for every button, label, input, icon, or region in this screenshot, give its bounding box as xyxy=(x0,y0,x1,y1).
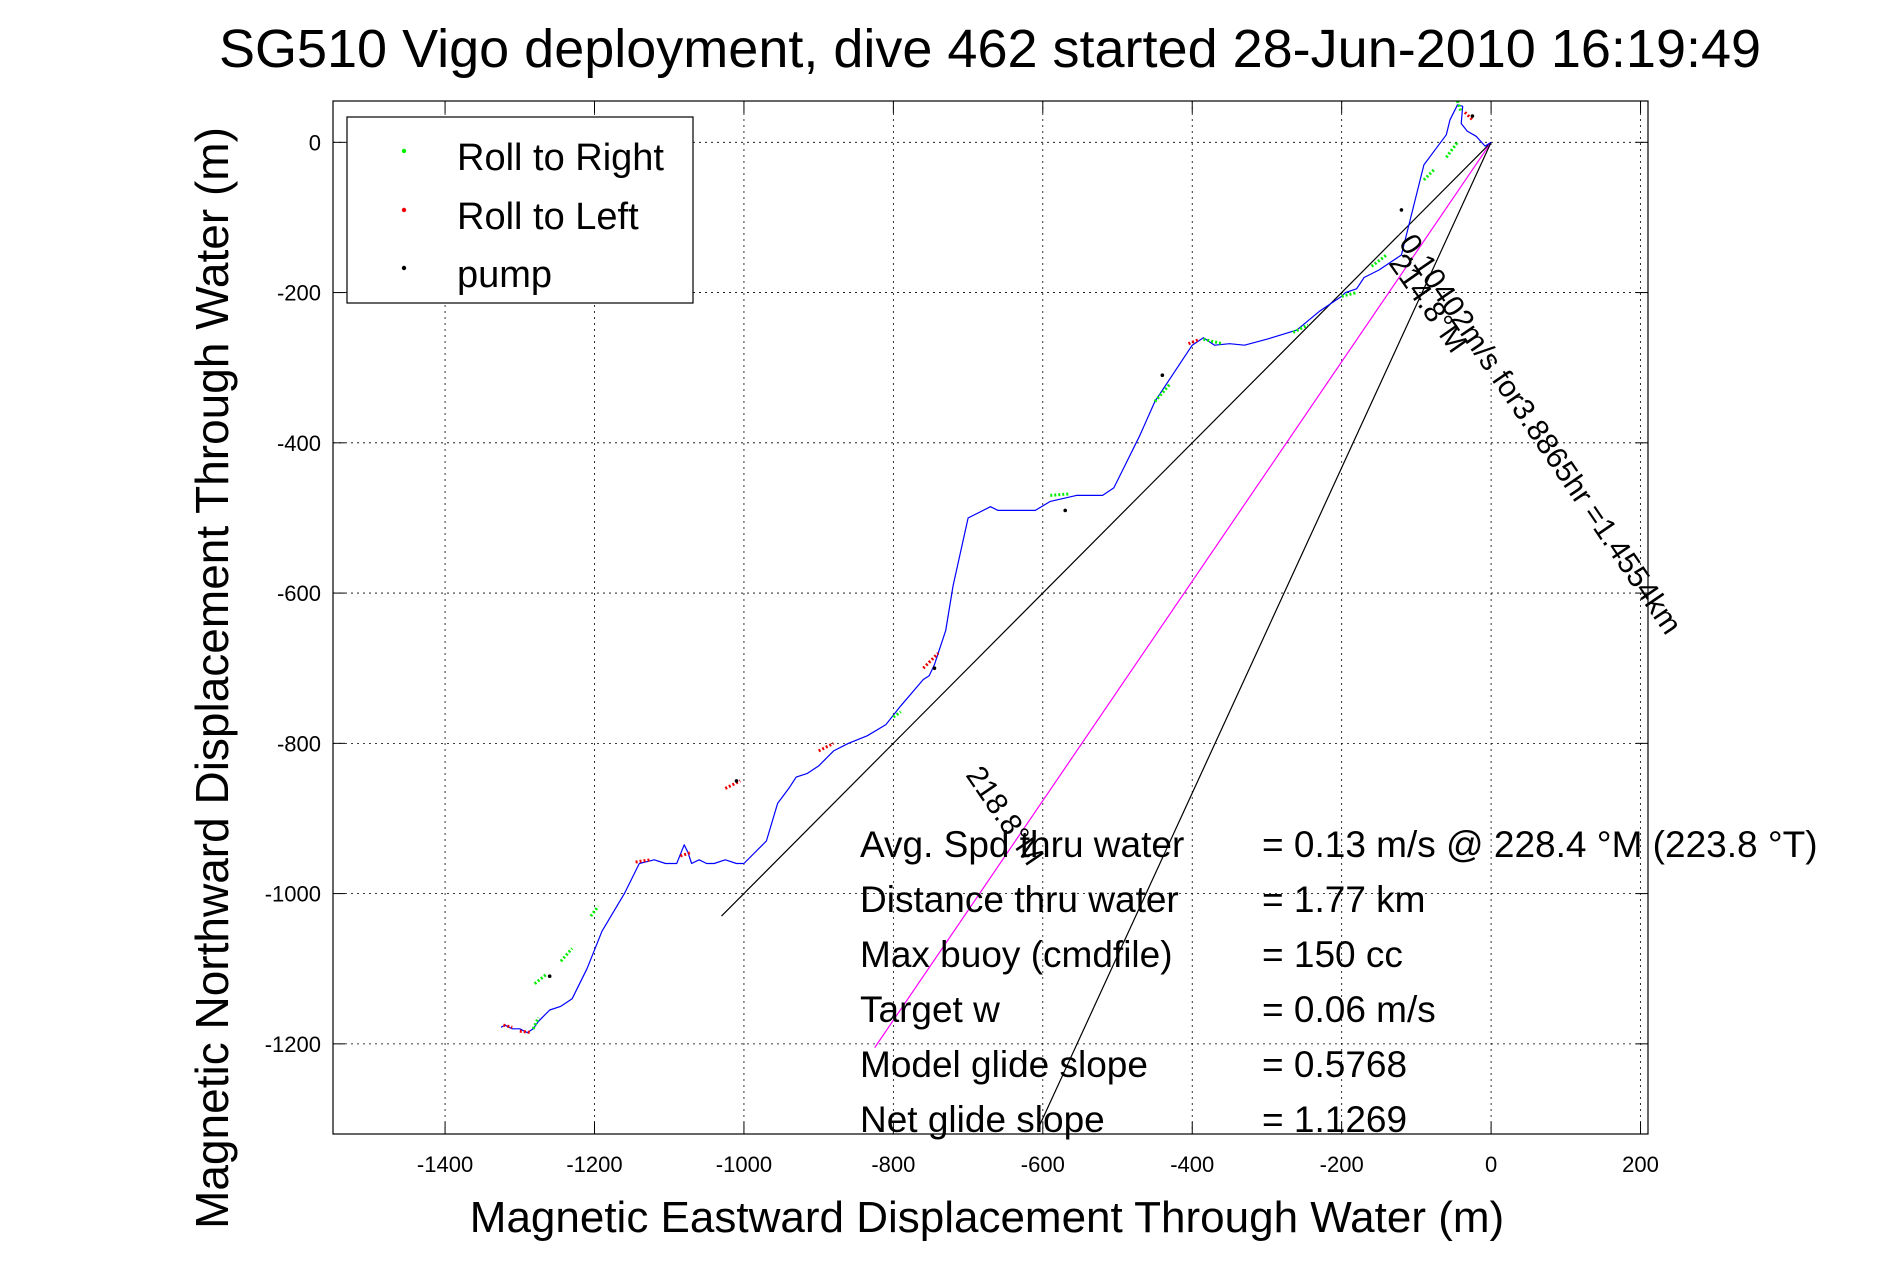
reference-lines xyxy=(721,141,1492,1127)
pump-point xyxy=(734,779,739,783)
y-tick-label: -400 xyxy=(277,431,321,456)
pump-point xyxy=(547,974,552,979)
y-tick-label: 0 xyxy=(309,130,321,155)
reference-line xyxy=(1038,142,1492,1127)
x-tick-label: -1400 xyxy=(417,1152,473,1177)
pump-point xyxy=(932,666,937,671)
legend-label-pump: pump xyxy=(457,254,552,296)
pump-point xyxy=(1470,114,1475,118)
chart-title: SG510 Vigo deployment, dive 462 started … xyxy=(219,19,1761,79)
roll-right-segment xyxy=(559,947,574,963)
x-tick-label: -600 xyxy=(1021,1152,1065,1177)
x-tick-label: -800 xyxy=(871,1152,915,1177)
roll-right-segment xyxy=(1456,101,1463,113)
y-tick-label: -800 xyxy=(277,731,321,756)
roll-left-segment xyxy=(503,1023,513,1029)
summary-label: Avg. Spd thru water xyxy=(860,824,1184,865)
summary-value: = 1.77 km xyxy=(1262,879,1426,920)
y-tick-label: -1200 xyxy=(265,1032,321,1057)
roll-left-segment xyxy=(679,850,693,858)
summary-value: = 0.06 m/s xyxy=(1262,989,1436,1030)
roll-right-segment xyxy=(1445,141,1459,159)
legend-label-roll-left: Roll to Left xyxy=(457,196,639,238)
x-tick-label: -400 xyxy=(1170,1152,1214,1177)
roll-right-segment xyxy=(1292,323,1309,334)
summary-label: Net glide slope xyxy=(860,1099,1105,1140)
roll-right-segment xyxy=(1422,167,1437,181)
roll-left-segment xyxy=(519,1029,532,1035)
summary-block: Avg. Spd thru water = 0.13 m/s @ 228.4 °… xyxy=(860,824,1818,1140)
x-axis-label: Magnetic Eastward Displacement Through W… xyxy=(470,1193,1504,1242)
roll-right-segment xyxy=(1050,492,1070,497)
summary-value: = 0.5768 xyxy=(1262,1044,1407,1085)
reference-line xyxy=(721,141,1492,917)
y-tick-label: -600 xyxy=(277,581,321,606)
x-tick-label: -200 xyxy=(1320,1152,1364,1177)
track-line xyxy=(500,104,1492,1034)
summary-label: Distance thru water xyxy=(860,879,1179,920)
roll-left-segment xyxy=(922,652,940,670)
summary-label: Target w xyxy=(860,989,1000,1030)
pump-point xyxy=(1160,373,1165,378)
summary-label: Max buoy (cmdfile) xyxy=(860,934,1173,975)
legend-marker-roll-right xyxy=(401,148,407,154)
pump-point xyxy=(1063,508,1068,513)
y-axis-label: Magnetic Northward Displacement Through … xyxy=(186,127,238,1229)
x-tick-labels: -1400 -1200 -1000 -800 -600 -400 -200 0 200 xyxy=(417,1152,1659,1177)
roll-right-segment xyxy=(1341,291,1357,298)
legend-marker-roll-left xyxy=(401,207,407,213)
summary-value: = 0.13 m/s @ 228.4 °M (223.8 °T) xyxy=(1262,824,1818,865)
x-tick-label: 0 xyxy=(1485,1152,1497,1177)
roll-left-segment xyxy=(818,741,835,753)
axis-ticks xyxy=(333,101,1648,1134)
summary-value: = 1.1269 xyxy=(1262,1099,1407,1140)
plot-content xyxy=(500,101,1492,1127)
roll-right-segment xyxy=(1203,337,1223,346)
legend-label-roll-right: Roll to Right xyxy=(457,137,664,179)
pump-point xyxy=(1399,208,1404,212)
axes-box xyxy=(332,100,1649,1135)
roll-right-layer xyxy=(531,101,1463,1030)
reference-line xyxy=(874,141,1492,1048)
roll-right-segment xyxy=(1370,253,1388,268)
legend: Roll to Right Roll to Left pump xyxy=(346,116,694,304)
roll-left-segment xyxy=(1463,111,1474,121)
y-tick-label: -200 xyxy=(277,281,321,306)
pump-layer xyxy=(547,114,1475,979)
roll-left-segment xyxy=(635,858,651,864)
y-tick-label: -1000 xyxy=(265,882,321,907)
x-tick-label: -1000 xyxy=(716,1152,772,1177)
legend-marker-pump xyxy=(401,265,407,271)
summary-value: = 150 cc xyxy=(1262,934,1403,975)
y-tick-labels: 0 -200 -400 -600 -800 -1000 -1200 xyxy=(265,130,321,1057)
roll-right-segment xyxy=(892,710,902,719)
x-tick-label: 200 xyxy=(1622,1152,1659,1177)
grid-lines xyxy=(333,101,1648,1134)
x-tick-label: -1200 xyxy=(566,1152,622,1177)
summary-label: Model glide slope xyxy=(860,1044,1148,1085)
track-layer xyxy=(500,104,1492,1034)
